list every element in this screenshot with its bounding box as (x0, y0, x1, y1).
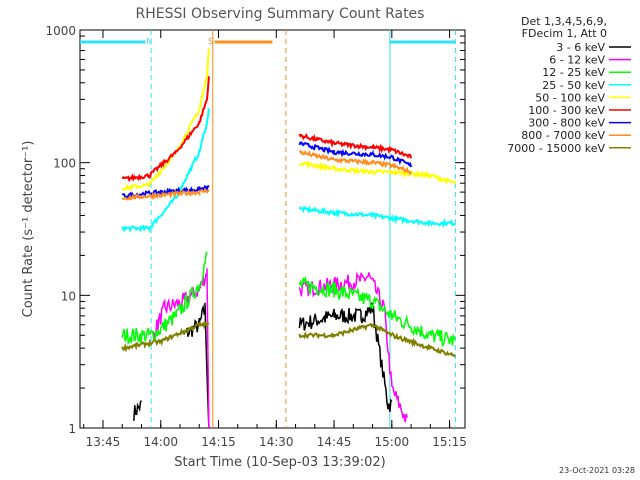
y-tick-label: 10 (61, 289, 76, 303)
x-tick-label: 13:45 (86, 435, 121, 449)
y-tick-label: 1000 (45, 24, 76, 38)
legend-header-1: Det 1,3,4,5,6,9, (521, 15, 607, 28)
flag-marker: S (208, 37, 213, 46)
x-tick-label: 14:15 (201, 435, 236, 449)
legend-label: 3 - 6 keV (556, 41, 605, 54)
flag-marker: N (146, 37, 152, 46)
series-line (121, 48, 457, 192)
series-line (121, 76, 413, 183)
series-line (121, 251, 457, 347)
series-line (122, 149, 412, 201)
x-tick-label: 14:00 (143, 435, 178, 449)
series-line (121, 141, 413, 201)
x-tick-label: 15:00 (375, 435, 410, 449)
x-tick-label: 14:45 (317, 435, 352, 449)
legend-header-2: FDecim 1, Att 0 (522, 27, 607, 40)
series-line (121, 108, 457, 234)
y-tick-label: 100 (53, 157, 76, 171)
y-axis-label: Count Rate (s⁻¹ detector⁻¹) (21, 141, 36, 318)
legend-label: 100 - 300 keV (528, 104, 605, 117)
legend: Det 1,3,4,5,6,9, FDecim 1, Att 0 3 - 6 k… (507, 15, 631, 155)
legend-label: 6 - 12 keV (549, 54, 605, 67)
legend-label: 25 - 50 keV (542, 79, 605, 92)
series-line (133, 302, 393, 429)
x-axis-label: Start Time (10-Sep-03 13:39:02) (174, 455, 385, 470)
x-tick-label: 15:15 (432, 435, 467, 449)
legend-label: 12 - 25 keV (542, 66, 605, 79)
legend-label: 800 - 7000 keV (521, 129, 605, 142)
series-line (152, 268, 408, 429)
footer-date: 23-Oct-2021 03:28 (559, 466, 635, 475)
legend-label: 50 - 100 keV (535, 91, 605, 104)
y-tick-label: 1 (68, 422, 76, 436)
legend-label: 7000 - 15000 keV (507, 142, 605, 155)
chart-title: RHESSI Observing Summary Count Rates (136, 6, 425, 22)
legend-label: 300 - 800 keV (528, 117, 605, 130)
x-tick-label: 14:30 (259, 435, 294, 449)
series-line (121, 320, 456, 358)
plot-area (79, 29, 466, 429)
